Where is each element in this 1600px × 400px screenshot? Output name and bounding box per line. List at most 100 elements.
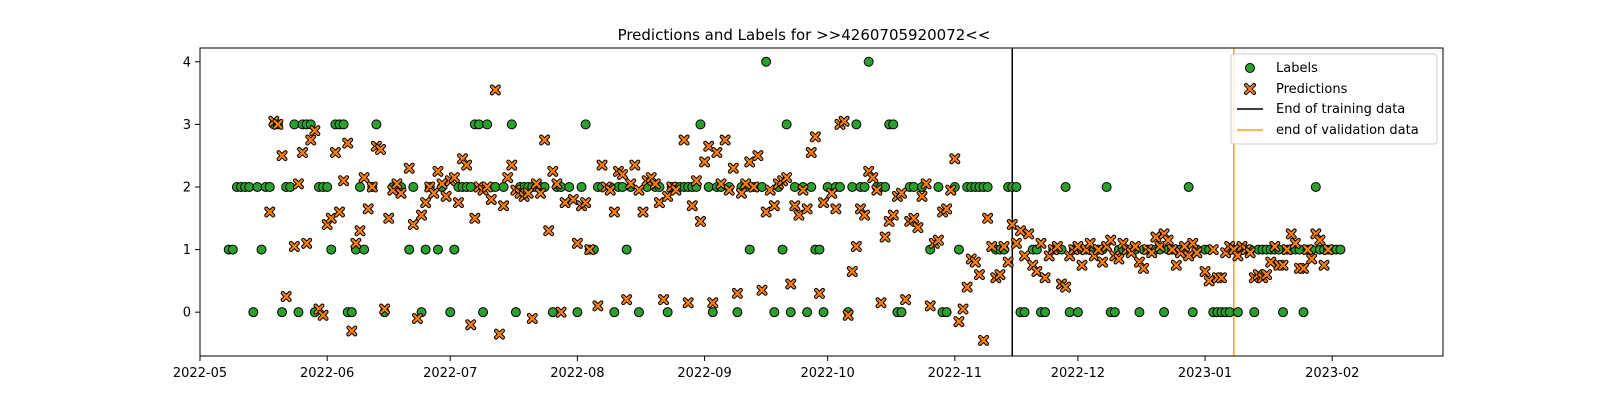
prediction-point (555, 306, 567, 318)
prediction-point (945, 184, 957, 196)
axes: 2022-05 2022-06 2022-07 2022-08 2022-09 2022-… (173, 55, 1360, 381)
label-point (354, 181, 365, 192)
prediction-point (1207, 244, 1219, 256)
prediction-point (375, 143, 387, 155)
prediction-point (407, 219, 419, 231)
prediction-point (526, 312, 538, 324)
prediction-point (1113, 253, 1125, 265)
label-point (506, 119, 517, 130)
prediction-point (420, 197, 432, 209)
prediction-point (461, 159, 473, 171)
label-point (609, 307, 620, 318)
label-point (445, 307, 456, 318)
label-point (1183, 181, 1194, 192)
prediction-point (994, 269, 1006, 281)
label-point (338, 119, 349, 130)
prediction-point (621, 294, 633, 306)
legend-validation-text: end of validation data (1276, 123, 1419, 138)
prediction-point (1150, 231, 1162, 243)
label-point (482, 119, 493, 130)
prediction-point (1187, 237, 1199, 249)
prediction-point (559, 197, 571, 209)
prediction-point (744, 156, 756, 168)
prediction-point (596, 159, 608, 171)
label-point (432, 244, 443, 255)
label-point (248, 307, 259, 318)
label-point (888, 119, 899, 130)
prediction-point (391, 178, 403, 190)
x-tick-label: 2023-02 (1305, 366, 1359, 381)
prediction-point (1097, 256, 1109, 268)
label-point (851, 119, 862, 130)
prediction-point (551, 178, 563, 190)
prediction-point (571, 237, 583, 249)
prediction-point (1019, 250, 1031, 262)
label-point (1040, 307, 1051, 318)
label-point (227, 244, 238, 255)
prediction-point (932, 234, 944, 246)
label-point (777, 244, 788, 255)
prediction-point (452, 197, 464, 209)
prediction-point (723, 184, 735, 196)
prediction-point (448, 172, 460, 184)
label-point (359, 244, 370, 255)
prediction-point (1006, 219, 1018, 231)
plot-area (223, 48, 1346, 356)
label-point (277, 307, 288, 318)
prediction-point (411, 312, 423, 324)
label-point (953, 244, 964, 255)
prediction-point (1322, 244, 1334, 256)
label-point (449, 244, 460, 255)
prediction-point (694, 215, 706, 227)
label-point (761, 56, 772, 67)
prediction-point (280, 291, 292, 303)
y-tick-label: 1 (183, 243, 191, 258)
axes-frame (199, 47, 1444, 357)
x-tick-label: 2022-11 (928, 366, 982, 381)
prediction-point (658, 294, 670, 306)
prediction-point (625, 178, 637, 190)
label-point (785, 307, 796, 318)
prediction-point (887, 209, 899, 221)
prediction-point (1302, 244, 1314, 256)
prediction-point (871, 184, 883, 196)
legend-predictions-marker (1244, 83, 1256, 95)
prediction-point (383, 212, 395, 224)
label-point (703, 181, 714, 192)
prediction-point (534, 187, 546, 199)
label-point (465, 181, 476, 192)
label-point (580, 119, 591, 130)
label-point (564, 181, 575, 192)
prediction-point (1072, 240, 1084, 252)
prediction-point (1105, 234, 1117, 246)
prediction-point (699, 156, 711, 168)
prediction-point (292, 178, 304, 190)
label-point (1187, 307, 1198, 318)
prediction-point (879, 231, 891, 243)
prediction-point (924, 300, 936, 312)
prediction-point (846, 265, 858, 277)
x-tick-label: 2022-12 (1051, 366, 1105, 381)
label-point (908, 181, 919, 192)
prediction-point (953, 316, 965, 328)
prediction-point (813, 287, 825, 299)
prediction-point (1084, 237, 1096, 249)
label-point (1109, 307, 1120, 318)
prediction-point (781, 172, 793, 184)
prediction-point (333, 206, 345, 218)
label-point (941, 307, 952, 318)
prediction-point (350, 237, 362, 249)
prediction-point (826, 187, 838, 199)
prediction-point (662, 190, 674, 202)
label-point (863, 56, 874, 67)
prediction-point (1232, 250, 1244, 262)
legend: Labels Predictions End of training data … (1230, 53, 1438, 145)
prediction-point (305, 134, 317, 146)
label-point (371, 119, 382, 130)
prediction-point (1162, 234, 1174, 246)
prediction-point (1269, 240, 1281, 252)
prediction-point (604, 184, 616, 196)
prediction-point (760, 206, 772, 218)
prediction-point (1166, 244, 1178, 256)
label-point (834, 181, 845, 192)
